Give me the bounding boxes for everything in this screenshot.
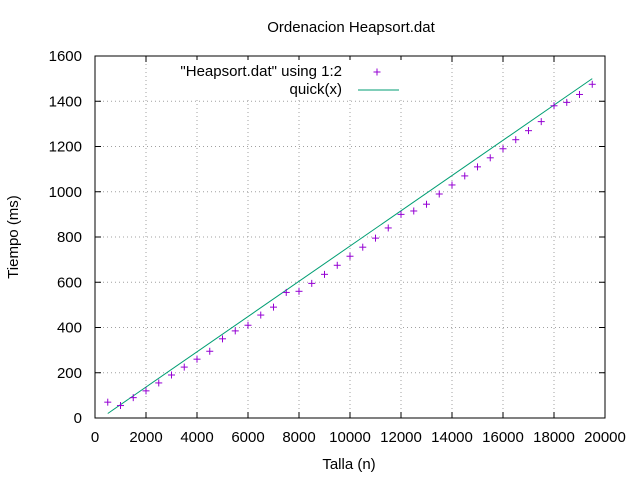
data-point [168,371,175,379]
legend-label-line: quick(x) [289,81,342,98]
data-point [486,154,494,162]
x-tick-label: 10000 [329,429,371,446]
x-tick-label: 14000 [431,429,473,446]
data-point [219,335,226,343]
data-point [423,200,430,208]
data-point [359,243,367,251]
data-point [550,102,558,110]
y-tick-label: 1000 [49,184,82,201]
legend-label-points: "Heapsort.dat" using 1:2 [180,63,342,80]
data-point [244,321,252,329]
y-tick-label: 600 [57,274,82,291]
data-point [588,80,596,88]
data-point [537,118,545,126]
data-point [231,327,239,335]
grid-lines [95,56,605,418]
data-point [384,224,392,232]
y-tick-label: 800 [57,229,82,246]
data-point [142,387,150,395]
data-point [346,252,354,260]
data-point [474,163,481,171]
data-point [576,90,583,98]
y-tick-label: 1200 [49,139,82,156]
plot-frame [94,55,606,419]
y-tick-label: 200 [57,365,82,382]
data-point [499,145,507,153]
y-axis-label: Tiempo (ms) [5,195,22,279]
data-point [321,270,328,278]
data-point [193,355,201,363]
x-axis-label: Talla (n) [322,456,375,473]
y-tick-label: 400 [57,320,82,337]
data-point [448,181,456,189]
x-tick-label: 16000 [482,429,524,446]
x-tick-label: 4000 [180,429,213,446]
data-point [129,394,137,402]
data-point [282,288,290,296]
chart-title: Ordenacion Heapsort.dat [267,19,435,36]
x-tick-label: 6000 [231,429,264,446]
series [104,78,596,414]
data-point [257,311,265,319]
legend: "Heapsort.dat" using 1:2 quick(x) [160,60,406,100]
legend-plus-marker [373,68,381,76]
data-point [117,402,124,410]
data-point [180,363,188,371]
data-point [206,347,214,355]
data-point [563,98,571,106]
data-point [270,303,277,311]
x-tick-label: 18000 [533,429,575,446]
x-tick-label: 8000 [282,429,315,446]
x-tick-label: 2000 [129,429,162,446]
data-point [435,190,443,198]
data-point [295,287,303,295]
data-point [461,172,469,180]
legend-marker-points [373,68,381,76]
y-tick-label: 1400 [49,93,82,110]
data-point [333,261,341,269]
data-point [512,136,520,144]
data-point [308,279,316,287]
legend-background [160,60,406,100]
x-tick-label: 12000 [380,429,422,446]
data-point [155,379,163,387]
fit-line-quick [107,78,593,414]
data-point [397,210,405,218]
data-point [372,234,379,242]
data-point [410,207,418,215]
x-tick-label: 0 [91,429,99,446]
data-point [525,127,532,135]
tick-labels: 0 2000 4000 6000 8000 10000 12000 14000 16000 180… [49,48,626,446]
data-point [104,398,112,406]
y-tick-label: 0 [74,410,82,427]
x-tick-label: 20000 [584,429,626,446]
y-tick-label: 1600 [49,48,82,65]
